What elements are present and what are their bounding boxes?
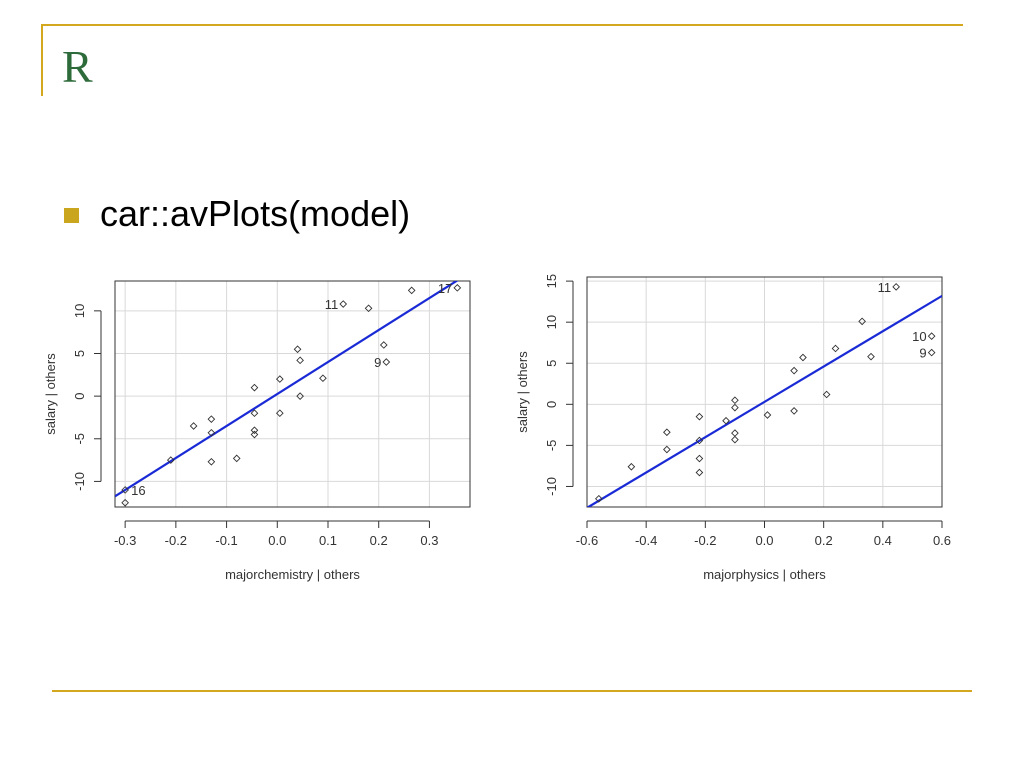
x-tick-label: 0.0 (755, 533, 773, 548)
data-point (407, 286, 416, 295)
plot-frame (114, 280, 471, 508)
data-point (296, 392, 304, 400)
y-tick-label: -5 (72, 433, 87, 445)
data-point (594, 494, 603, 503)
data-point (296, 356, 304, 365)
y-tick-label: 5 (544, 360, 559, 367)
data-point (293, 345, 302, 354)
avplot-majorphysics: -0.6 -0.4 -0.2 0.0 0.2 0.4 0.6 -10 -5 0 5 10 15 major… (515, 274, 951, 582)
avplot-majorchemistry: -0.3 -0.2 -0.1 0.0 0.1 0.2 0.3 -10 -5 0 5 10 majorch… (43, 280, 471, 582)
point-label: 9 (374, 355, 381, 370)
x-tick-label: 0.1 (319, 533, 337, 548)
data-point (250, 430, 259, 439)
point-label: 11 (325, 297, 339, 312)
y-tick-label: 10 (544, 315, 559, 329)
data-point (731, 403, 739, 412)
data-point (250, 383, 259, 392)
regression-line (587, 294, 942, 507)
data-point (695, 454, 704, 463)
data-point (339, 300, 348, 308)
data-point (695, 436, 704, 445)
x-axis-title: majorchemistry | others (225, 567, 360, 582)
data-point (250, 426, 259, 435)
x-tick-label: 0.2 (370, 533, 388, 548)
data-point (453, 283, 462, 292)
data-point (250, 409, 259, 418)
x-tick-label: -0.1 (215, 533, 237, 548)
data-point (207, 457, 216, 466)
left-divider (41, 24, 43, 96)
bullet-text: car::avPlots(model) (100, 193, 411, 234)
data-point (382, 358, 391, 366)
x-tick-label: -0.2 (165, 533, 187, 548)
data-point (731, 435, 739, 444)
y-tick-label: -5 (544, 440, 559, 452)
y-tick-label: 0 (72, 393, 87, 400)
y-axis-title: salary | others (515, 351, 530, 433)
slide-title: R (62, 41, 93, 92)
data-point (927, 348, 936, 357)
data-point (275, 375, 284, 383)
data-point (207, 415, 216, 423)
data-point (275, 409, 284, 418)
point-label: 9 (919, 346, 926, 361)
bottom-divider (52, 690, 972, 692)
x-tick-label: -0.2 (694, 533, 716, 548)
data-point (207, 428, 216, 437)
data-point (722, 416, 730, 425)
data-point (790, 366, 798, 375)
data-point (731, 396, 739, 405)
data-point (663, 428, 671, 437)
point-label: 17 (438, 281, 452, 296)
y-tick-label: 5 (72, 350, 87, 357)
y-tick-label: 10 (72, 304, 87, 318)
data-point (379, 341, 388, 349)
data-point (831, 344, 840, 353)
x-tick-label: 0.0 (268, 533, 286, 548)
data-point (867, 352, 875, 361)
y-tick-label: 15 (544, 274, 559, 288)
y-tick-label: -10 (544, 477, 559, 496)
data-point (627, 462, 636, 471)
x-tick-label: -0.6 (576, 533, 598, 548)
data-point (663, 445, 671, 454)
y-tick-label: -10 (72, 472, 87, 491)
data-point (319, 374, 327, 383)
x-tick-label: 0.6 (933, 533, 951, 548)
y-tick-label: 0 (544, 401, 559, 408)
data-point (858, 317, 866, 326)
plot-frame (586, 276, 943, 508)
point-label: 16 (131, 483, 145, 498)
bullet-marker (64, 208, 79, 223)
data-point (189, 422, 198, 430)
data-point (121, 498, 129, 507)
data-point (799, 353, 807, 362)
data-point (695, 468, 704, 477)
point-label: 10 (912, 329, 926, 344)
y-axis-title: salary | others (43, 353, 58, 435)
x-tick-label: 0.2 (815, 533, 833, 548)
x-tick-label: -0.4 (635, 533, 657, 548)
data-point (822, 390, 831, 399)
x-tick-label: 0.4 (874, 533, 892, 548)
data-point (364, 304, 373, 313)
data-point (927, 332, 936, 340)
x-tick-label: -0.3 (114, 533, 136, 548)
data-point (790, 407, 798, 415)
top-divider (41, 24, 963, 26)
x-axis-title: majorphysics | others (703, 567, 826, 582)
data-point (232, 454, 241, 463)
regression-line (115, 281, 459, 498)
data-point (695, 412, 704, 421)
data-point (166, 456, 175, 464)
data-point (121, 486, 129, 494)
data-point (892, 283, 900, 291)
point-label: 11 (878, 280, 892, 295)
data-point (763, 411, 772, 419)
x-tick-label: 0.3 (420, 533, 438, 548)
data-point (731, 429, 739, 437)
